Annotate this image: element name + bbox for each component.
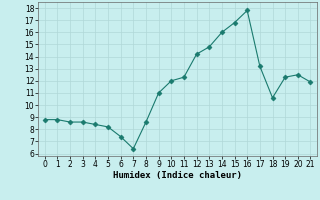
X-axis label: Humidex (Indice chaleur): Humidex (Indice chaleur) [113, 171, 242, 180]
